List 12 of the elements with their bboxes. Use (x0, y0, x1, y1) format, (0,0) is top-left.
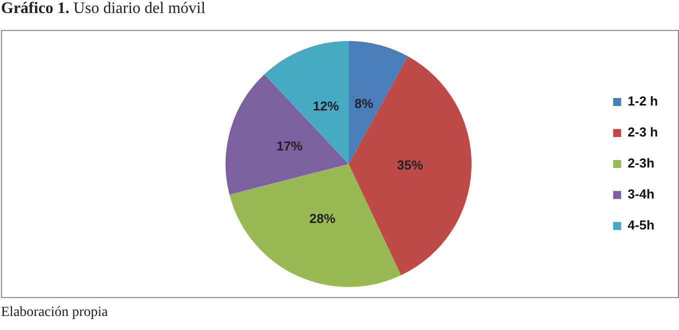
legend-label: 2-3 h (628, 124, 658, 140)
text: Elaboración propia (1, 305, 108, 321)
data-label: 12% (312, 98, 340, 114)
data-label: 28% (309, 211, 336, 226)
legend-label: 1-2 h (628, 94, 658, 109)
legend-label: 2-3h (628, 156, 654, 171)
data-label: 17% (276, 138, 303, 154)
chart-title: Gráfico 1. Uso diario del móvil (1, 0, 206, 18)
data-label: 35% (397, 158, 424, 173)
data-label: 8% (354, 96, 374, 112)
legend-label: 3-4h (628, 186, 654, 202)
legend-label: 4-5h (628, 218, 654, 233)
